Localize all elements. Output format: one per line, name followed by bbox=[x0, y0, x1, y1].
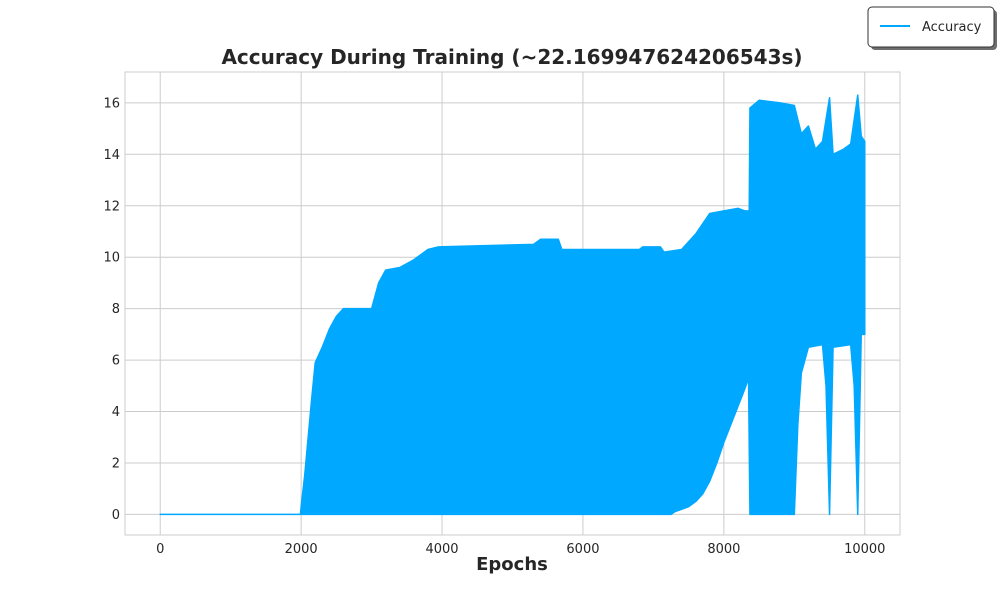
chart-title: Accuracy During Training (~22.1699476242… bbox=[221, 45, 802, 69]
x-axis-label: Epochs bbox=[476, 554, 548, 575]
x-tick-label-2000: 2000 bbox=[285, 542, 318, 557]
x-tick-label-4000: 4000 bbox=[425, 542, 458, 557]
x-tick-label-0: 0 bbox=[156, 542, 164, 557]
y-tick-label-10: 10 bbox=[103, 251, 120, 266]
y-tick-label-6: 6 bbox=[112, 354, 120, 369]
y-tick-label-16: 16 bbox=[103, 96, 120, 111]
tick-label-layer: 0 2000 4000 6000 8000 10000 0 2 4 6 8 10 12 14 16 bbox=[103, 96, 885, 557]
x-tick-label-6000: 6000 bbox=[566, 542, 599, 557]
y-tick-label-0: 0 bbox=[112, 508, 120, 523]
plot-frame bbox=[124, 71, 901, 536]
legend-box bbox=[867, 6, 995, 48]
legend[interactable]: Accuracy bbox=[867, 6, 997, 50]
x-tick-label-8000: 8000 bbox=[707, 542, 740, 557]
series-layer bbox=[159, 94, 866, 516]
y-tick-label-8: 8 bbox=[112, 302, 120, 317]
y-tick-label-12: 12 bbox=[103, 199, 120, 214]
y-tick-label-14: 14 bbox=[103, 148, 120, 163]
y-tick-label-4: 4 bbox=[112, 405, 120, 420]
legend-label-accuracy: Accuracy bbox=[922, 20, 982, 35]
y-tick-label-2: 2 bbox=[112, 456, 120, 471]
series-band-0 bbox=[159, 94, 866, 516]
x-tick-label-10000: 10000 bbox=[844, 542, 885, 557]
